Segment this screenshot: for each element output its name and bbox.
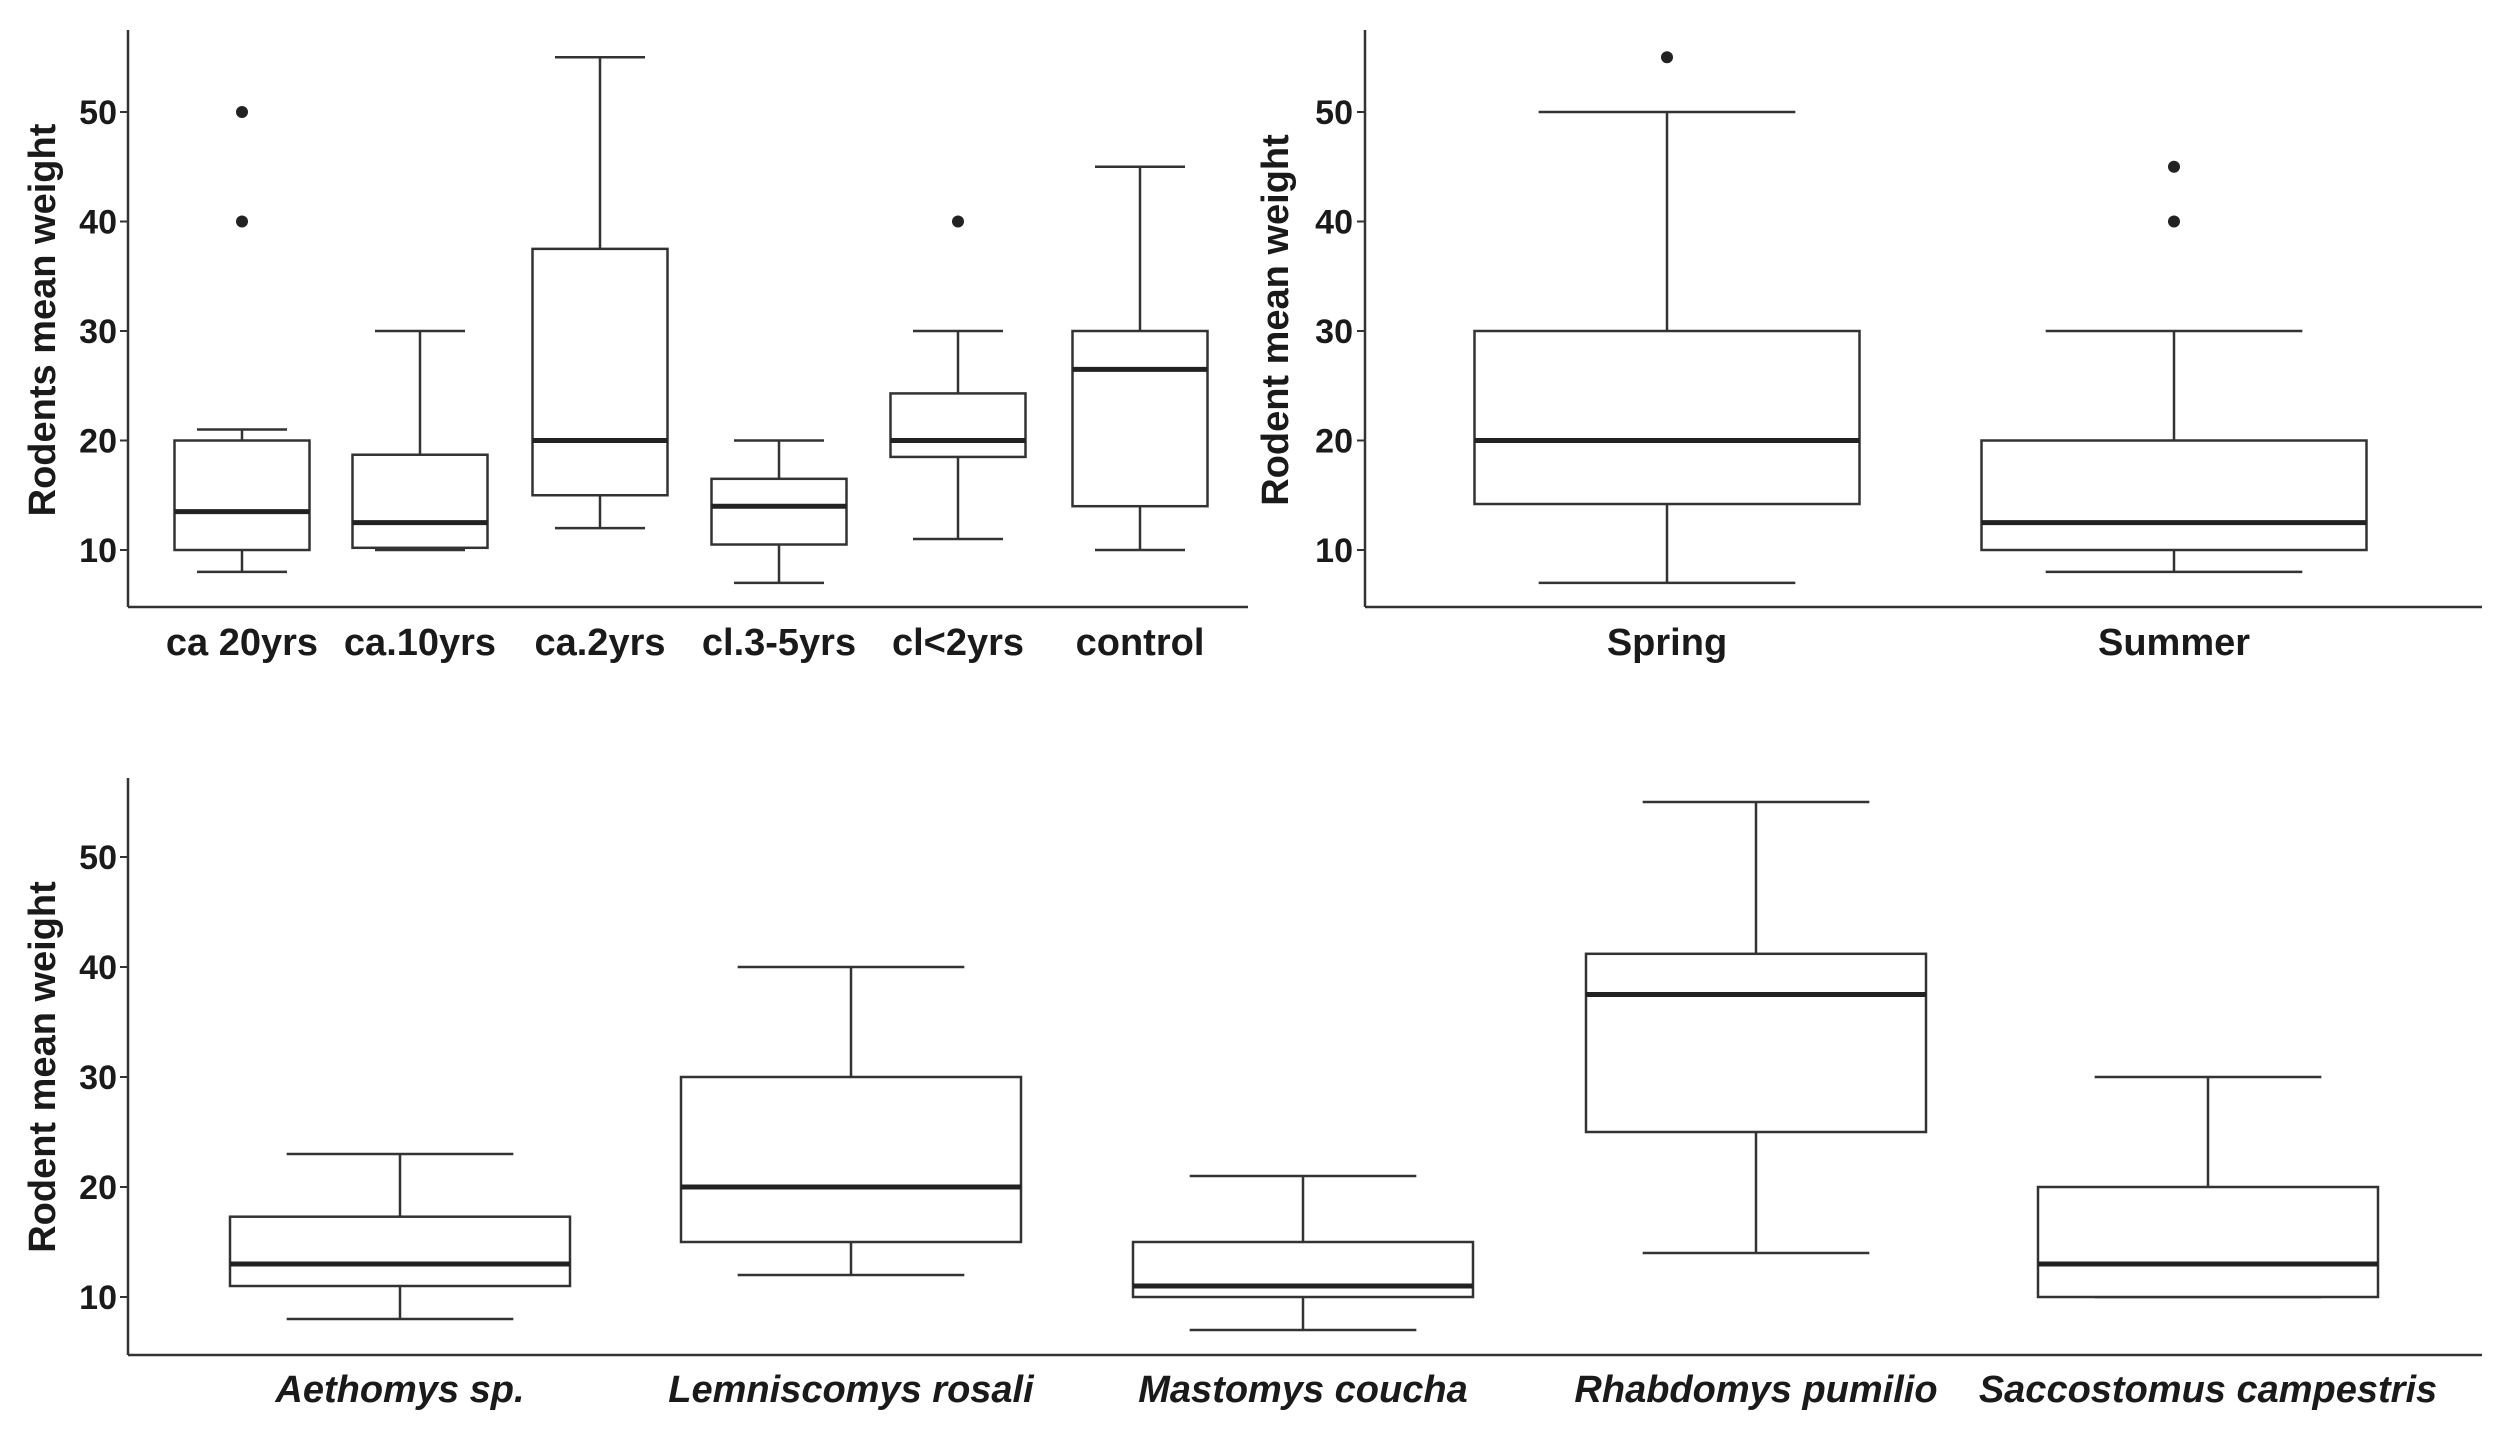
- box-Aethomys sp.: [228, 1152, 572, 1321]
- x-category-label: Lemniscomys rosali: [668, 1369, 1035, 1411]
- iqr-box: [228, 1215, 572, 1288]
- iqr-box: [679, 1075, 1023, 1244]
- x-category-label: ca.10yrs: [344, 622, 496, 664]
- box-ca.10yrs: [351, 329, 489, 552]
- x-category-label: control: [1076, 622, 1205, 664]
- iqr-box: [2036, 1185, 2380, 1299]
- y-tick-label: 30: [79, 1059, 117, 1097]
- y-tick-label: 10: [79, 532, 117, 570]
- box-Saccostomus campestris: [2036, 1075, 2380, 1299]
- x-category-label: cl<2yrs: [892, 622, 1024, 664]
- iqr-box: [889, 392, 1027, 459]
- outlier-point: [2168, 160, 2180, 173]
- chart-panel-3: 10 20 30 40 50 Rodent mean weight Aethomys sp.…: [22, 778, 2482, 1411]
- y-tick-label: 40: [1315, 204, 1353, 242]
- box-Spring: [1473, 51, 1861, 585]
- box-cl.3-5yrs: [710, 439, 848, 585]
- iqr-box: [351, 453, 489, 550]
- y-tick-label: 20: [79, 1169, 117, 1207]
- iqr-box: [531, 247, 669, 497]
- outlier-point: [236, 106, 248, 118]
- outlier-point: [236, 215, 248, 228]
- iqr-box: [1071, 329, 1209, 508]
- outlier-point: [2168, 215, 2180, 228]
- y-tick-label: 50: [1315, 94, 1353, 132]
- box-cl<2yrs: [889, 215, 1027, 541]
- x-category-label: ca.2yrs: [534, 622, 665, 664]
- iqr-box: [710, 477, 848, 546]
- iqr-box: [1131, 1240, 1475, 1299]
- iqr-box: [1980, 439, 2368, 552]
- y-tick-label: 10: [79, 1279, 117, 1317]
- box-Summer: [1980, 160, 2368, 574]
- outlier-point: [1661, 51, 1673, 64]
- x-category-label: Saccostomus campestris: [1979, 1369, 2437, 1411]
- box-ca.2yrs: [531, 56, 669, 530]
- y-tick-label: 40: [79, 204, 117, 242]
- x-category-label: ca 20yrs: [166, 622, 318, 664]
- y-tick-label: 20: [79, 423, 117, 461]
- x-category-label: Rhabdomys pumilio: [1574, 1369, 1937, 1411]
- y-tick-label: 50: [79, 94, 117, 132]
- y-tick-label: 20: [1315, 423, 1353, 461]
- y-axis-title: Rodents mean weight: [22, 123, 64, 516]
- iqr-box: [1584, 952, 1928, 1134]
- box-Mastomys coucha: [1131, 1174, 1475, 1332]
- y-tick-label: 40: [79, 949, 117, 987]
- box-ca 20yrs: [173, 106, 311, 574]
- iqr-box: [173, 439, 311, 552]
- y-tick-label: 30: [79, 313, 117, 351]
- x-category-label: Aethomys sp.: [274, 1369, 524, 1411]
- y-tick-label: 50: [79, 839, 117, 877]
- box-control: [1071, 165, 1209, 552]
- box-Rhabdomys pumilio: [1584, 800, 1928, 1255]
- x-category-label: cl.3-5yrs: [702, 622, 856, 664]
- x-category-label: Mastomys coucha: [1138, 1369, 1467, 1411]
- outlier-point: [952, 215, 964, 228]
- chart-panel-1: 10 20 30 40 50 Rodents mean weight ca 20yrs ca.…: [22, 30, 1248, 664]
- y-tick-label: 10: [1315, 532, 1353, 570]
- x-category-label: Summer: [2098, 622, 2250, 664]
- iqr-box: [1473, 329, 1861, 506]
- x-category-label: Spring: [1607, 622, 1727, 664]
- y-tick-label: 30: [1315, 313, 1353, 351]
- y-axis-title: Rodent mean weight: [1255, 134, 1297, 506]
- box-Lemniscomys rosali: [679, 965, 1023, 1277]
- chart-panel-2: 10 20 30 40 50 Rodent mean weight Spring Summer: [1255, 30, 2482, 664]
- y-axis-title: Rodent mean weight: [22, 881, 64, 1253]
